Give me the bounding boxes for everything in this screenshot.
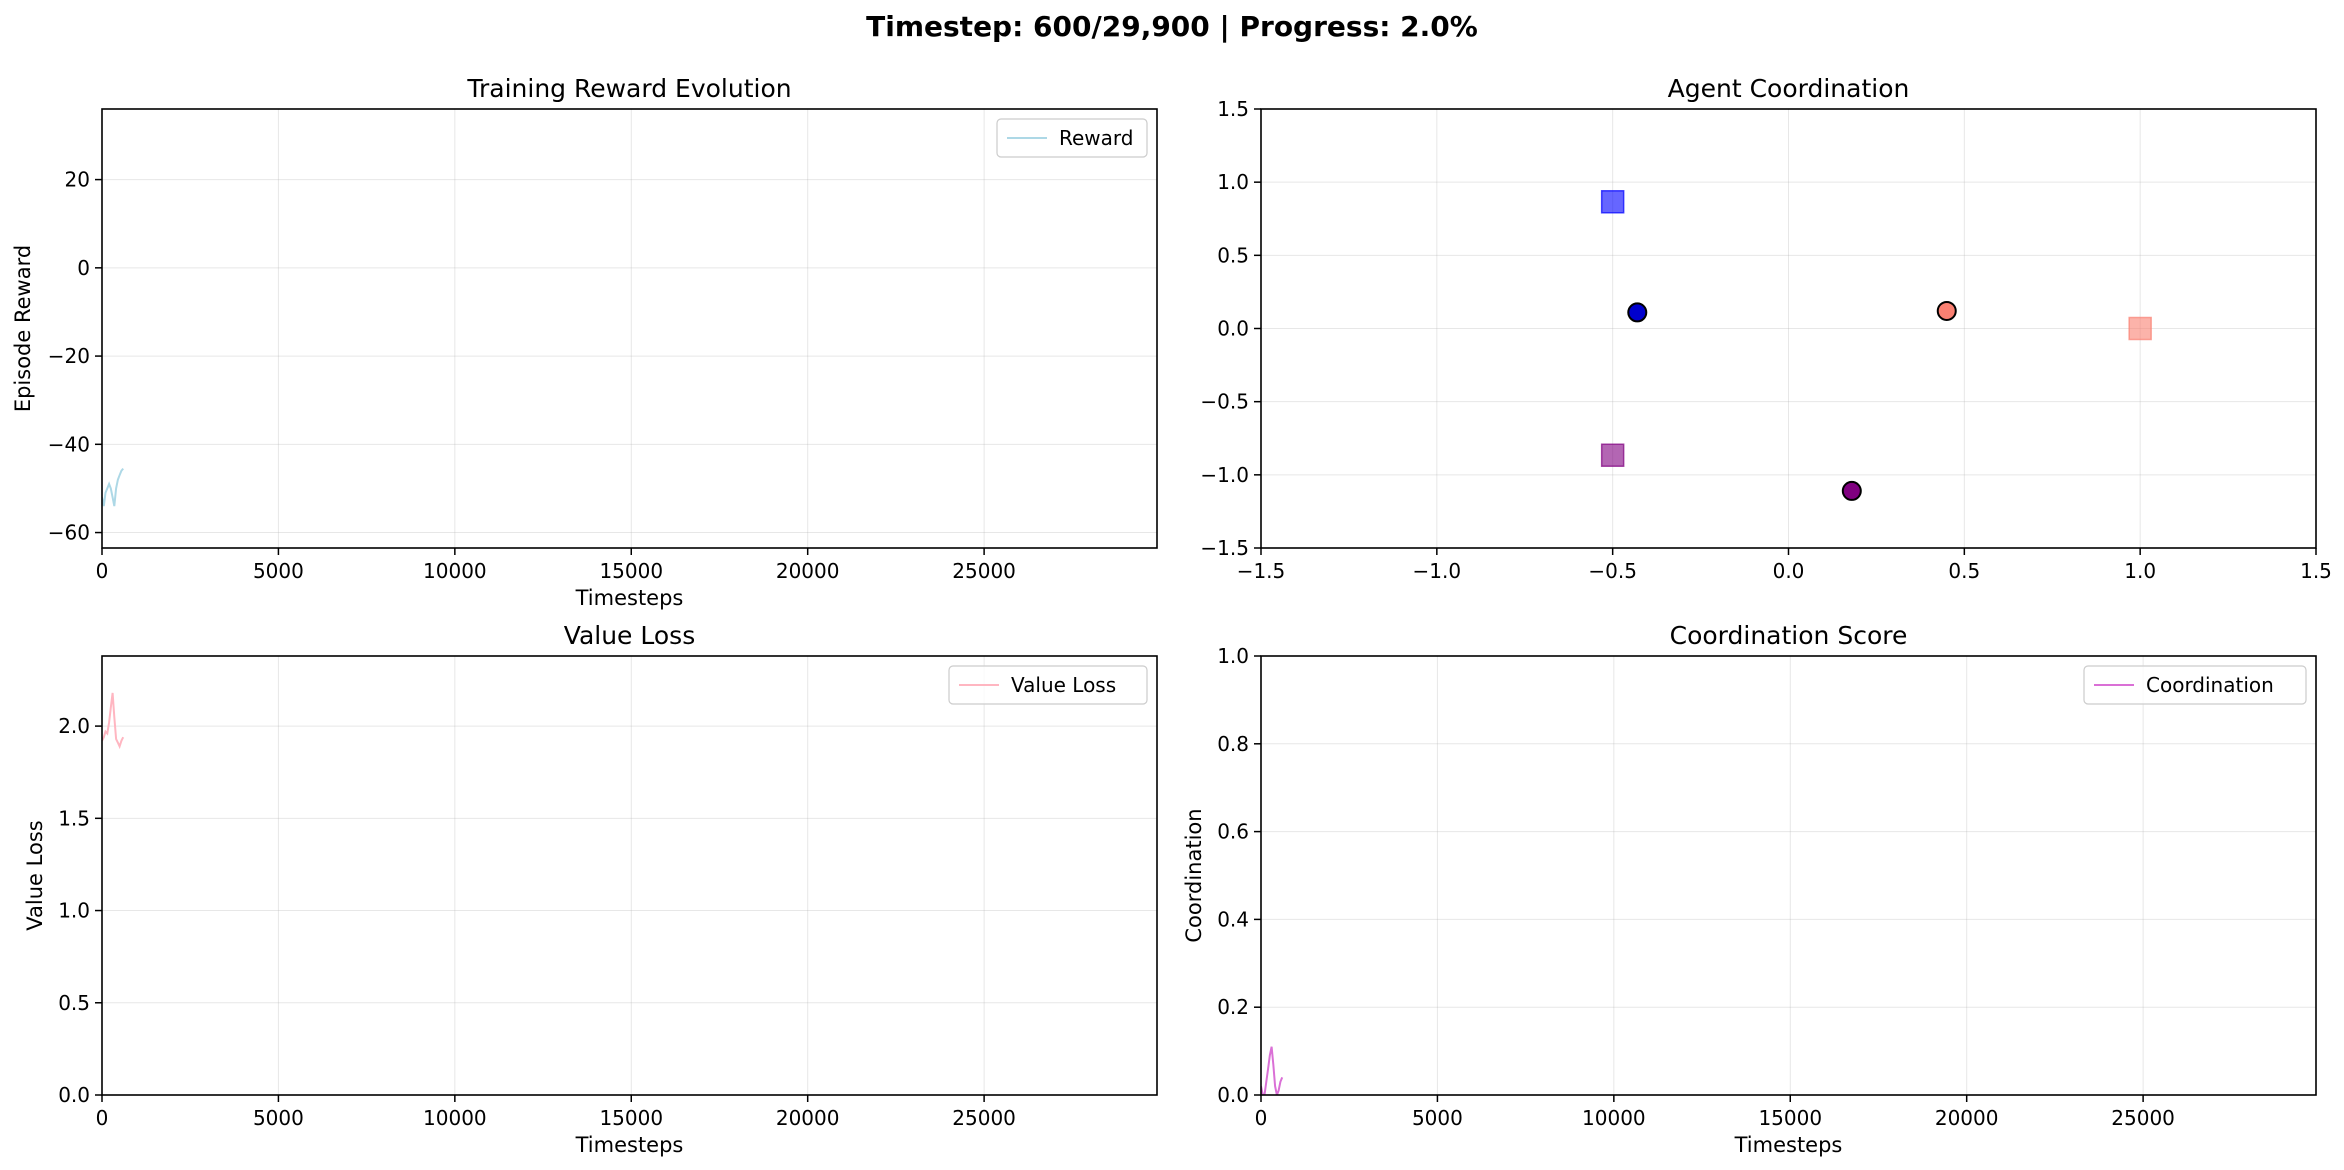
- reward-xtick-label-1: 5000: [253, 559, 304, 583]
- coord-agent-2: [1841, 480, 1862, 501]
- coordscore-ytick-label-3: 0.6: [1217, 820, 1249, 844]
- coord-panel: −1.5 −1.0 −0.5 0.0 0.5 1.0 1.5 −1.5 −1.0 −0.5 0.0 0…: [1200, 74, 2331, 583]
- value-legend-label: Value Loss: [1011, 673, 1116, 697]
- value-xlabel: Timesteps: [575, 1133, 684, 1157]
- coord-title: Agent Coordination: [1668, 74, 1910, 103]
- coordscore-xtick-label-5: 25000: [2111, 1106, 2175, 1130]
- value-ytick-label-3: 1.5: [58, 806, 90, 830]
- coord-agent-1: [1936, 300, 1957, 321]
- coord-xtick-label-4: 0.5: [1948, 559, 1980, 583]
- value-ytick-label-1: 0.5: [58, 991, 90, 1015]
- coord-target-0: [1600, 190, 1625, 214]
- coordscore-ytick-label-5: 1.0: [1217, 644, 1249, 668]
- value-ytick-label-4: 2.0: [58, 714, 90, 738]
- value-xtick-label-1: 5000: [253, 1106, 304, 1130]
- coord-ytick-label-5: 1.0: [1217, 170, 1249, 194]
- coord-xtick-label-0: −1.5: [1237, 559, 1286, 583]
- coord-agent-0: [1627, 302, 1648, 323]
- value-xtick-label-5: 25000: [952, 1106, 1016, 1130]
- coord-ytick-label-3: 0.0: [1217, 317, 1249, 341]
- coordscore-panel: 0 5000 10000 15000 20000 25000 0.0 0.2 0.4 0.6 0.8…: [1182, 621, 2317, 1157]
- value-xtick-label-0: 0: [96, 1106, 109, 1130]
- coord-xtick-label-5: 1.0: [2124, 559, 2156, 583]
- coordscore-xtick-label-3: 15000: [1758, 1106, 1822, 1130]
- reward-legend: Reward: [996, 118, 1148, 158]
- coord-xtick-label-3: 0.0: [1773, 559, 1805, 583]
- coordscore-xlabel: Timesteps: [1734, 1133, 1843, 1157]
- coordscore-ytick-label-0: 0.0: [1217, 1083, 1249, 1107]
- value-frame: [101, 655, 1158, 1096]
- value-panel: 0 5000 10000 15000 20000 25000 0.0 0.5 1.0 1.5 2.0…: [23, 621, 1158, 1157]
- reward-frame: [101, 108, 1158, 549]
- coordscore-ytick-label-2: 0.4: [1217, 907, 1249, 931]
- value-ytick-label-2: 1.0: [58, 899, 90, 923]
- coordscore-legend-box: [2083, 665, 2307, 705]
- coordscore-title: Coordination Score: [1670, 621, 1908, 650]
- coordscore-xtick-label-1: 5000: [1412, 1106, 1463, 1130]
- reward-xtick-label-2: 10000: [423, 559, 487, 583]
- value-ytick-label-0: 0.0: [58, 1083, 90, 1107]
- figure-suptitle: Timestep: 600/29,900 | Progress: 2.0%: [866, 10, 1478, 43]
- coordscore-frame: [1260, 655, 2317, 1096]
- reward-xtick-label-0: 0: [96, 559, 109, 583]
- reward-legend-label: Reward: [1059, 126, 1133, 150]
- reward-xtick-label-3: 15000: [599, 559, 663, 583]
- reward-series-0-line: [102, 467, 124, 507]
- coordscore-ylabel: Coordination: [1182, 808, 1206, 942]
- reward-ytick-label-0: −60: [48, 521, 90, 545]
- value-xtick-label-4: 20000: [776, 1106, 840, 1130]
- coordscore-legend-label: Coordination: [2146, 673, 2274, 697]
- value-xtick-label-2: 10000: [423, 1106, 487, 1130]
- reward-xtick-label-4: 20000: [776, 559, 840, 583]
- coordscore-xtick-label-4: 20000: [1935, 1106, 1999, 1130]
- reward-ytick-label-3: 0: [77, 256, 90, 280]
- coord-xtick-label-6: 1.5: [2300, 559, 2332, 583]
- coordscore-series-0-line: [1261, 1046, 1284, 1095]
- coordscore-ytick-label-1: 0.2: [1217, 995, 1249, 1019]
- reward-panel: 0 5000 10000 15000 20000 25000 −60 −40 −20 0 20 Tra…: [11, 74, 1158, 610]
- coord-ytick-label-0: −1.5: [1200, 536, 1249, 560]
- value-ylabel: Value Loss: [23, 820, 47, 930]
- coordscore-xtick-label-2: 10000: [1582, 1106, 1646, 1130]
- coord-xtick-label-2: −0.5: [1588, 559, 1637, 583]
- coord-ytick-label-2: −0.5: [1200, 390, 1249, 414]
- value-legend: Value Loss: [948, 665, 1148, 705]
- value-title: Value Loss: [564, 621, 695, 650]
- reward-ytick-label-1: −40: [48, 432, 90, 456]
- reward-xtick-label-5: 25000: [952, 559, 1016, 583]
- coordscore-xtick-label-0: 0: [1255, 1106, 1268, 1130]
- reward-ytick-label-4: 20: [65, 168, 90, 192]
- reward-ylabel: Episode Reward: [11, 245, 35, 412]
- reward-xlabel: Timesteps: [575, 586, 684, 610]
- coord-target-2: [1600, 443, 1625, 467]
- value-series-0-line: [102, 692, 125, 750]
- coord-ytick-label-6: 1.5: [1217, 97, 1249, 121]
- coord-ytick-label-1: −1.0: [1200, 463, 1249, 487]
- coordscore-legend: Coordination: [2083, 665, 2307, 705]
- coordscore-ytick-label-4: 0.8: [1217, 732, 1249, 756]
- value-xtick-label-3: 15000: [599, 1106, 663, 1130]
- coord-ytick-label-4: 0.5: [1217, 243, 1249, 267]
- value-legend-box: [948, 665, 1148, 705]
- reward-ytick-label-2: −20: [48, 344, 90, 368]
- reward-title: Training Reward Evolution: [466, 74, 791, 103]
- coord-target-1: [2128, 316, 2152, 341]
- reward-legend-box: [996, 118, 1148, 158]
- coord-xtick-label-1: −1.0: [1413, 559, 1462, 583]
